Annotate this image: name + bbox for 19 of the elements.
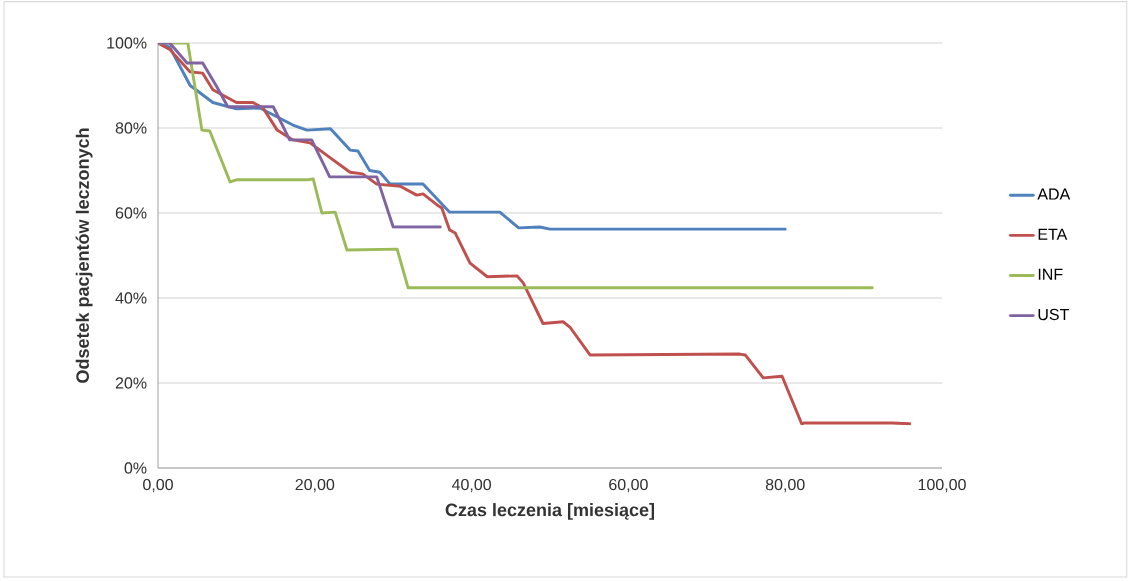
- y-tick-label: 40%: [115, 292, 147, 304]
- y-tick-label: 100%: [107, 37, 147, 49]
- y-axis-title: Odsetek pacjentów leczonych: [75, 128, 93, 383]
- x-axis-title: Czas leczenia [miesiące]: [445, 503, 655, 520]
- x-tick-label: 100,00: [918, 478, 966, 493]
- x-tick-label: 60,00: [609, 478, 648, 493]
- x-tick-label: 40,00: [451, 478, 491, 493]
- x-tick-label: 80,00: [765, 478, 805, 493]
- x-tick-label: 20,00: [295, 478, 335, 493]
- y-tick-label: 80%: [115, 122, 147, 134]
- legend-label: ETA: [1038, 228, 1068, 240]
- legend-label: INF: [1038, 268, 1063, 280]
- x-tick-label: 0,00: [143, 478, 173, 493]
- legend-label: UST: [1038, 308, 1069, 321]
- y-tick-label: 0%: [124, 462, 147, 474]
- line-series: [158, 42, 912, 426]
- y-tick-label: 20%: [115, 377, 147, 389]
- y-tick-label: 60%: [115, 207, 147, 219]
- legend-label: ADA: [1037, 188, 1071, 200]
